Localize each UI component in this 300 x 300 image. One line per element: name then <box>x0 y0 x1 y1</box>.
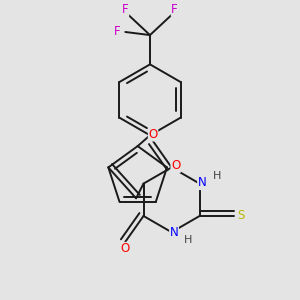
Text: F: F <box>114 26 121 38</box>
Text: N: N <box>169 226 178 239</box>
Text: N: N <box>198 176 206 190</box>
Text: F: F <box>122 3 129 16</box>
Text: O: O <box>171 159 180 172</box>
Text: S: S <box>238 209 245 223</box>
Text: F: F <box>171 3 178 16</box>
Text: O: O <box>148 128 158 141</box>
Text: H: H <box>212 171 221 181</box>
Text: O: O <box>120 242 130 256</box>
Text: H: H <box>184 235 193 245</box>
